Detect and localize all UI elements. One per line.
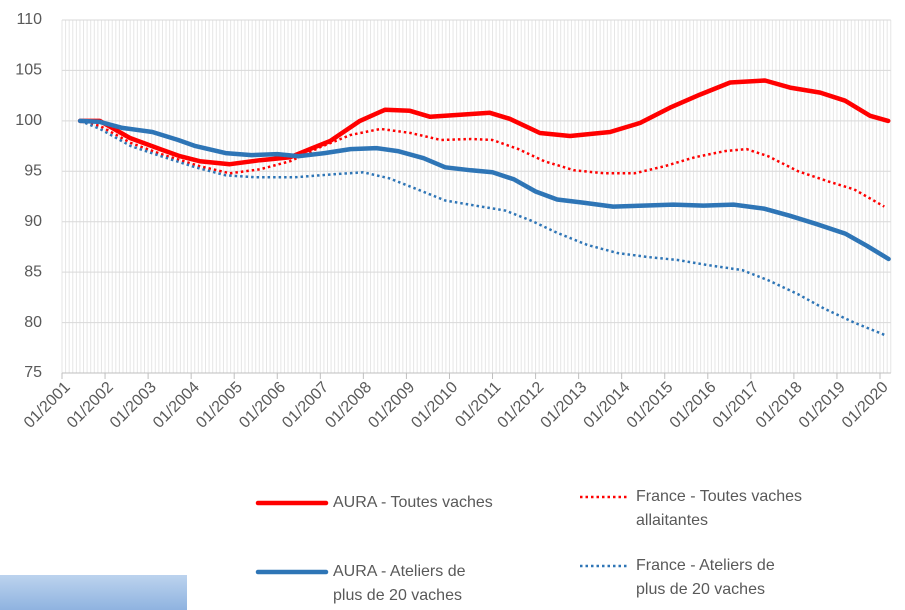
- x-tick-label: 01/2001: [21, 379, 74, 432]
- y-tick-label: 95: [24, 163, 42, 180]
- x-tick-label: 01/2013: [538, 379, 591, 432]
- legend-label: AURA - Ateliers de plus de 20 vaches: [333, 563, 466, 604]
- series-line: [79, 119, 885, 208]
- y-tick-label: 100: [15, 112, 42, 129]
- x-tick-label: 01/2006: [236, 379, 289, 432]
- x-tick-label: 01/2017: [710, 379, 763, 432]
- y-tick-label: 80: [24, 314, 42, 331]
- x-tick-label: 01/2015: [624, 379, 677, 432]
- x-tick-label: 01/2019: [796, 379, 849, 432]
- x-tick-label: 01/2020: [839, 379, 892, 432]
- x-tick-label: 01/2018: [753, 379, 806, 432]
- legend-label: France - Ateliers de plus de 20 vaches: [636, 557, 775, 598]
- series-line: [77, 78, 891, 167]
- x-tick-label: 01/2002: [64, 379, 117, 432]
- y-tick-label: 110: [16, 11, 42, 28]
- x-tick-label: 01/2007: [279, 379, 332, 432]
- photo-fragment: [0, 575, 187, 610]
- x-tick-label: 01/2003: [107, 379, 160, 432]
- x-tick-label: 01/2010: [408, 379, 461, 432]
- grid: [61, 19, 892, 379]
- x-tick-label: 01/2012: [494, 379, 547, 432]
- x-tick-label: 01/2008: [322, 379, 375, 432]
- legend-label: AURA - Toutes vaches: [333, 494, 493, 511]
- lines: [77, 78, 891, 337]
- x-tick-label: 01/2009: [365, 379, 418, 432]
- y-tick-label: 75: [24, 364, 42, 381]
- series-line: [77, 118, 891, 262]
- x-tick-label: 01/2016: [667, 379, 720, 432]
- x-tick-label: 01/2005: [193, 379, 246, 432]
- y-tick-label: 90: [24, 213, 42, 230]
- x-tick-label: 01/2014: [581, 379, 634, 432]
- y-tick-label: 85: [24, 263, 42, 280]
- legend-label: France - Toutes vaches allaitantes: [636, 488, 803, 529]
- x-tick-label: 01/2004: [150, 379, 203, 432]
- y-tick-label: 105: [15, 62, 42, 79]
